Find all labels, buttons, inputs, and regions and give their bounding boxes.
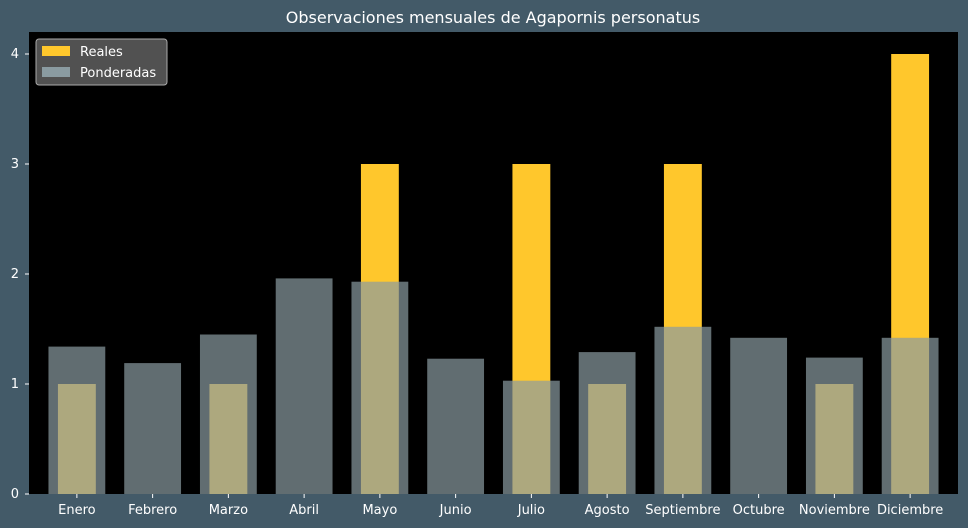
bar-ponderadas-6 (502, 380, 560, 494)
y-axis: 0 1 2 3 4 (11, 47, 29, 502)
bar-ponderadas-10 (805, 357, 863, 494)
bar-ponderadas-1 (124, 363, 182, 494)
legend-swatch-reales (42, 46, 70, 56)
plot-area (29, 32, 958, 494)
bar-ponderadas-5 (427, 358, 485, 494)
legend: Reales Ponderadas (35, 38, 168, 86)
bar-ponderadas-11 (881, 337, 939, 494)
bar-ponderadas-7 (578, 352, 636, 494)
x-tick-label-0: Enero (58, 503, 96, 518)
x-tick-label-4: Mayo (362, 503, 397, 518)
legend-label-reales: Reales (80, 45, 123, 60)
x-tick-label-10: Noviembre (799, 503, 870, 518)
y-tick-label: 3 (11, 157, 19, 172)
x-axis: Enero Febrero Marzo Abril Mayo Junio Julio Agos… (58, 494, 943, 518)
y-tick-label: 1 (11, 377, 19, 392)
legend-swatch-ponderadas (42, 67, 70, 77)
bar-ponderadas-8 (654, 326, 712, 494)
x-tick-label-2: Marzo (209, 503, 248, 518)
x-tick-label-3: Abril (289, 503, 319, 518)
chart-title: Observaciones mensuales de Agapornis per… (286, 8, 700, 27)
x-tick-label-1: Febrero (128, 503, 177, 518)
y-tick-label: 4 (11, 47, 19, 62)
x-tick-label-5: Junio (439, 503, 472, 518)
y-tick-label: 0 (11, 487, 19, 502)
x-tick-label-6: Julio (517, 503, 545, 518)
bar-ponderadas-9 (730, 337, 788, 494)
bar-ponderadas-3 (275, 278, 333, 494)
x-tick-label-11: Diciembre (877, 503, 943, 518)
weighted-bars-group (48, 278, 939, 494)
x-tick-label-8: Septiembre (645, 503, 720, 518)
bar-ponderadas-2 (199, 334, 257, 494)
bar-ponderadas-4 (351, 281, 409, 494)
y-tick-label: 2 (11, 267, 19, 282)
legend-label-ponderadas: Ponderadas (80, 66, 156, 81)
bar-ponderadas-0 (48, 346, 106, 494)
x-tick-label-7: Agosto (585, 503, 630, 518)
x-tick-label-9: Octubre (733, 503, 785, 518)
